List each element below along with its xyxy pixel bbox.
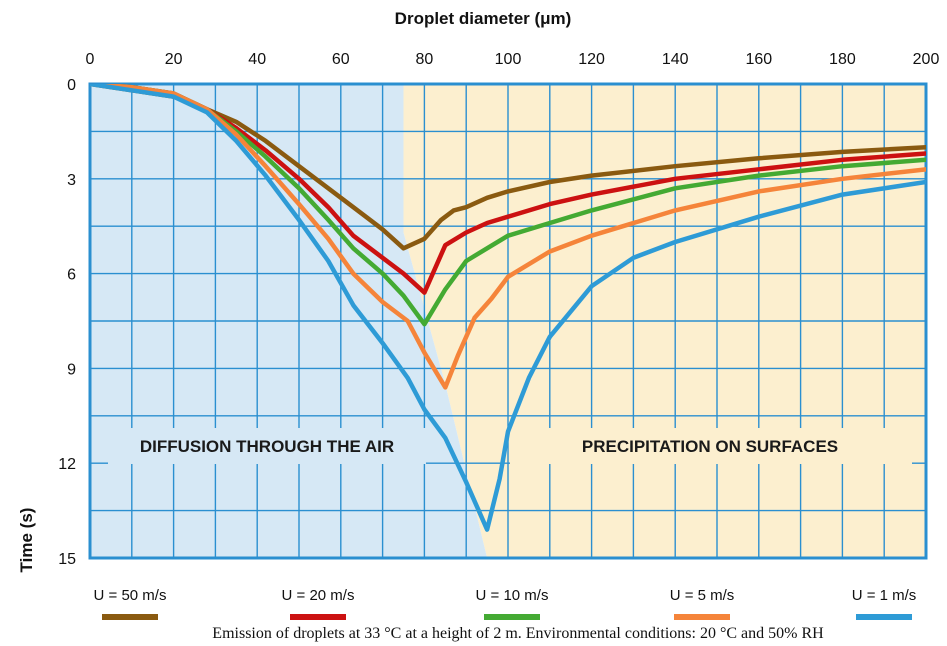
series-line-0 (90, 84, 926, 251)
plot-frame (88, 82, 928, 560)
x-tick-label: 100 (495, 51, 522, 68)
grid (90, 84, 926, 558)
region-label-diffusion: DIFFUSION THROUGH THE AIR (140, 437, 394, 456)
series-line-3 (90, 84, 926, 390)
y-tick-label: 0 (67, 77, 76, 94)
x-tick-label: 160 (745, 51, 772, 68)
caption: Emission of droplets at 33 °C at a heigh… (212, 625, 824, 642)
legend-label-3: U = 5 m/s (670, 587, 735, 604)
region-labels: DIFFUSION THROUGH THE AIR PRECIPITATION … (108, 428, 912, 464)
x-tick-label: 200 (913, 51, 940, 68)
x-tick-labels: 0 20 40 60 80 100 120 140 160 180 200 (86, 51, 940, 68)
x-tick-label: 140 (662, 51, 689, 68)
y-tick-label: 9 (67, 361, 76, 378)
legend: U = 50 m/s U = 20 m/s U = 10 m/s U = 5 m/s U… (94, 587, 917, 620)
precipitation-label-box (510, 428, 912, 464)
y-tick-label: 12 (58, 456, 76, 473)
y-axis-title: Time (s) (17, 508, 36, 573)
legend-label-0: U = 50 m/s (94, 587, 167, 604)
legend-label-2: U = 10 m/s (476, 587, 549, 604)
x-tick-label: 120 (578, 51, 605, 68)
x-tick-label: 60 (332, 51, 350, 68)
x-tick-label: 180 (829, 51, 856, 68)
legend-label-1: U = 20 m/s (282, 587, 355, 604)
y-tick-labels: 0 3 6 9 12 15 (58, 77, 76, 568)
series-lines (90, 84, 926, 532)
y-tick-label: 3 (67, 172, 76, 189)
y-tick-label: 15 (58, 551, 76, 568)
series-line-4 (90, 84, 926, 532)
x-tick-label: 0 (86, 51, 95, 68)
x-tick-label: 80 (416, 51, 434, 68)
diffusion-label-box (108, 428, 426, 464)
x-axis-title: Droplet diameter (μm) (395, 9, 572, 28)
y-tick-label: 6 (67, 267, 76, 284)
region-label-precipitation: PRECIPITATION ON SURFACES (582, 437, 838, 456)
x-tick-label: 40 (248, 51, 266, 68)
x-tick-label: 20 (165, 51, 183, 68)
legend-label-4: U = 1 m/s (852, 587, 917, 604)
